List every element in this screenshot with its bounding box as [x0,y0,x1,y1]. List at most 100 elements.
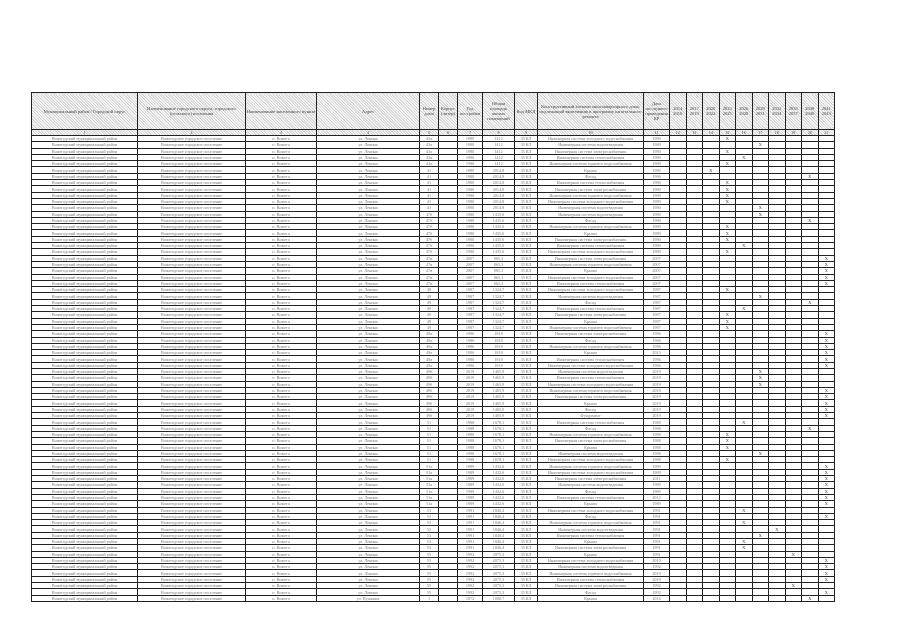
period-cell-2041-2043: X [817,393,835,401]
period-cell-2041-2043 [817,298,835,307]
address-cell: ул. Пушкина [316,594,420,602]
last-repair-cell: 2019 [643,386,670,395]
period-cell-2041-2043: X [817,481,835,489]
period-cell-2041-2043: X [817,273,835,281]
table-row: Вожегодский муниципальный район Вожегодск… [31,292,835,300]
period-cell-2041-2043: X [817,500,835,508]
structural-element-cell: Инженерная система горячего водоснабжени… [537,223,644,231]
last-repair-cell: 2007 [643,273,670,281]
column-header: Дата последнего проведения КР [643,92,670,130]
period-cell-2041-2043 [817,430,835,439]
period-cell-2017-2019 [685,594,703,602]
period-cell-2041-2043 [817,443,835,451]
table-body: Вожегодский муниципальный район Вожегодск… [31,134,835,602]
period-cell-2041-2043: X [817,386,835,395]
structural-element-cell: Инженерная система горячего водоснабжени… [537,519,644,527]
column-header: 2014 2016 [669,92,687,130]
last-repair-cell: 2016 [643,594,670,602]
table-row: Вожегодский муниципальный район Вожегодск… [31,160,835,168]
period-cell-2020-2022 [702,594,720,602]
settlement-cell: Вожегодское городское поселение [137,594,246,602]
table-row: Вожегодский муниципальный район Вожегодск… [31,582,835,590]
structural-element-cell: Инженерная система горячего водоснабжени… [537,260,644,269]
period-cell-2038-2040: X [801,594,819,602]
table-row: Вожегодский муниципальный район Вожегодск… [31,304,835,313]
last-repair-cell: 1989 [643,487,670,495]
structural-element-cell: Инженерная система горячего водоснабжени… [537,430,644,439]
table-row: Вожегодский муниципальный район Вожегодск… [31,437,835,445]
structural-element-cell: Инженерная система холодного водоснабжен… [537,197,644,206]
table-row: Вожегодский муниципальный район Вожегодск… [31,531,835,540]
table-row: Вожегодский муниципальный район Вожегодск… [31,317,835,325]
table-row: Вожегодский муниципальный район Вожегодск… [31,594,835,602]
column-header: Наименование городского округа, городско… [137,92,246,130]
table-row: Вожегодский муниципальный район Вожегодск… [31,197,835,206]
column-number-row: 1 2 3 4 5 6 7 8 9 10 11 12 13 14 15 16 17 18 19 20 21 [31,129,835,136]
column-header: 2041 2043 [817,92,835,130]
last-repair-cell: 1989 [643,481,670,489]
table-row: Вожегодский муниципальный район Вожегодск… [31,456,835,464]
column-header: Конструктивный элемент многоквартирного … [537,92,644,130]
period-cell-2041-2043 [817,456,835,464]
period-cell-2041-2043 [817,380,835,388]
column-header: Наименование населенного пункта [245,92,317,130]
last-repair-cell: 1989 [643,500,670,508]
last-repair-cell: 1987 [643,323,670,332]
last-repair-cell: 2019 [643,380,670,388]
table-row: Вожегодский муниципальный район Вожегодск… [31,374,835,382]
table-row: Вожегодский муниципальный район Вожегодск… [31,279,835,288]
period-cell-2041-2043: X [817,330,835,338]
structural-element-cell: Инженерная система холодного водоснабжен… [537,286,644,294]
period-cell-2041-2043: X [817,493,835,502]
period-cell-2041-2043: X [817,405,835,414]
last-repair-cell: 1987 [643,298,670,307]
period-cell-2041-2043: X [817,412,835,420]
table-row: Вожегодский муниципальный район Вожегодск… [31,342,835,351]
table-row: Вожегодский муниципальный район Вожегодск… [31,367,835,376]
period-cell-2041-2043: X [817,254,835,262]
table-row: Вожегодский муниципальный район Вожегодск… [31,273,835,281]
house-number-cell: 1 [419,594,439,602]
table-row: Вожегодский муниципальный район Вожегодск… [31,506,835,514]
last-repair-cell: 2007 [643,267,670,275]
structural-element-cell: Инженерная система горячего водоснабжени… [537,191,644,199]
structural-element-cell: Крыша [537,594,644,602]
period-cell-2041-2043: X [817,355,835,363]
table-row: Вожегодский муниципальный район Вожегодск… [31,493,835,502]
table-row: Вожегодский муниципальный район Вожегодск… [31,575,835,584]
structural-element-cell: Инженерная система горячего водоснабжени… [537,160,644,168]
korpus-cell [438,594,458,602]
table-row: Вожегодский муниципальный район Вожегодск… [31,349,835,357]
last-repair-cell: 2012 [643,493,670,502]
period-cell-2014-2016 [669,594,687,602]
column-header: Общая площадь жилых помещений [482,92,515,130]
last-repair-cell: 1988 [643,449,670,458]
last-repair-cell: 2011 [643,475,670,483]
table-row: Вожегодский муниципальный район Вожегодск… [31,298,835,307]
district-cell: Вожегодский муниципальный район [31,594,138,602]
period-cell-2026-2028 [735,594,753,602]
period-cell-2041-2043 [817,367,835,376]
period-cell-2041-2043 [817,594,835,602]
column-header: Корпус (литер) [438,92,458,130]
column-header: 2029 2031 [751,92,769,130]
period-cell-2035-2037 [784,594,802,602]
column-header: 2035 2037 [784,92,802,130]
last-repair-cell: 2007 [643,254,670,262]
last-repair-cell: 1986 [643,330,670,338]
last-repair-cell: 1988 [643,456,670,464]
structural-element-cell: Инженерная система горячего водоснабжени… [537,323,644,332]
structural-element-cell: Инженерная система горячего водоснабжени… [537,342,644,351]
locality-cell: п. Вожега [245,594,317,602]
structural-element-cell: Инженерная система горячего водоснабжени… [537,569,644,577]
column-header: 2038 2040 [801,92,819,130]
table-row: Вожегодский муниципальный район Вожегодск… [31,449,835,458]
last-repair-cell: 1987 [643,311,670,319]
period-cell-2041-2043 [817,311,835,319]
column-header: Год постройки [457,92,483,130]
column-header: Номер дома [419,92,439,130]
period-cell-2041-2043: X [817,399,835,407]
period-cell-2041-2043: X [817,267,835,275]
period-cell-2041-2043 [817,418,835,426]
period-cell-2029-2031 [751,594,769,602]
